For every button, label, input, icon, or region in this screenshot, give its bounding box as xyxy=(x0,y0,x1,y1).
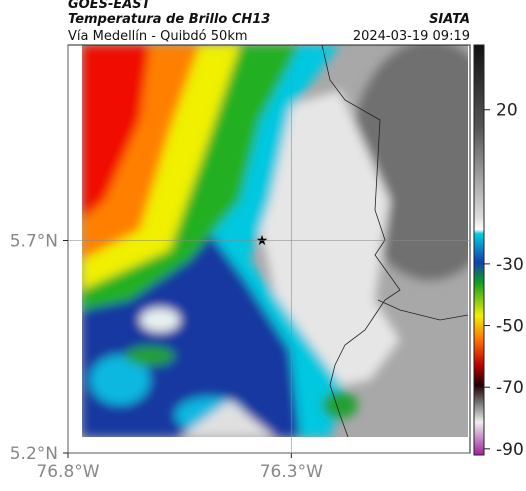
location-star: ★ xyxy=(256,233,269,249)
x-tick-label: 76.8°W xyxy=(36,462,99,482)
x-tick-label: 76.3°W xyxy=(260,462,323,482)
subtitle: Temperatura de Brillo CH13 xyxy=(68,12,270,27)
colorbar-tick-label: 20 xyxy=(496,101,518,121)
agency: SIATA xyxy=(429,12,470,27)
colorbar xyxy=(473,44,485,456)
y-tick-label: 5.2°N xyxy=(10,444,58,464)
colorbar-tick-label: -50 xyxy=(496,317,524,337)
colorbar-tick-label: -90 xyxy=(496,440,524,460)
title: GOES-EAST xyxy=(68,0,152,12)
colorbar-tick-label: -30 xyxy=(496,255,524,275)
colorbar-tick-label: -70 xyxy=(496,378,524,398)
y-tick-label: 5.7°N xyxy=(10,232,58,252)
timestamp: 2024-03-19 09:19 xyxy=(353,29,470,44)
route: Vía Medellín - Quibdó 50km xyxy=(68,29,248,44)
imagery xyxy=(82,45,468,437)
